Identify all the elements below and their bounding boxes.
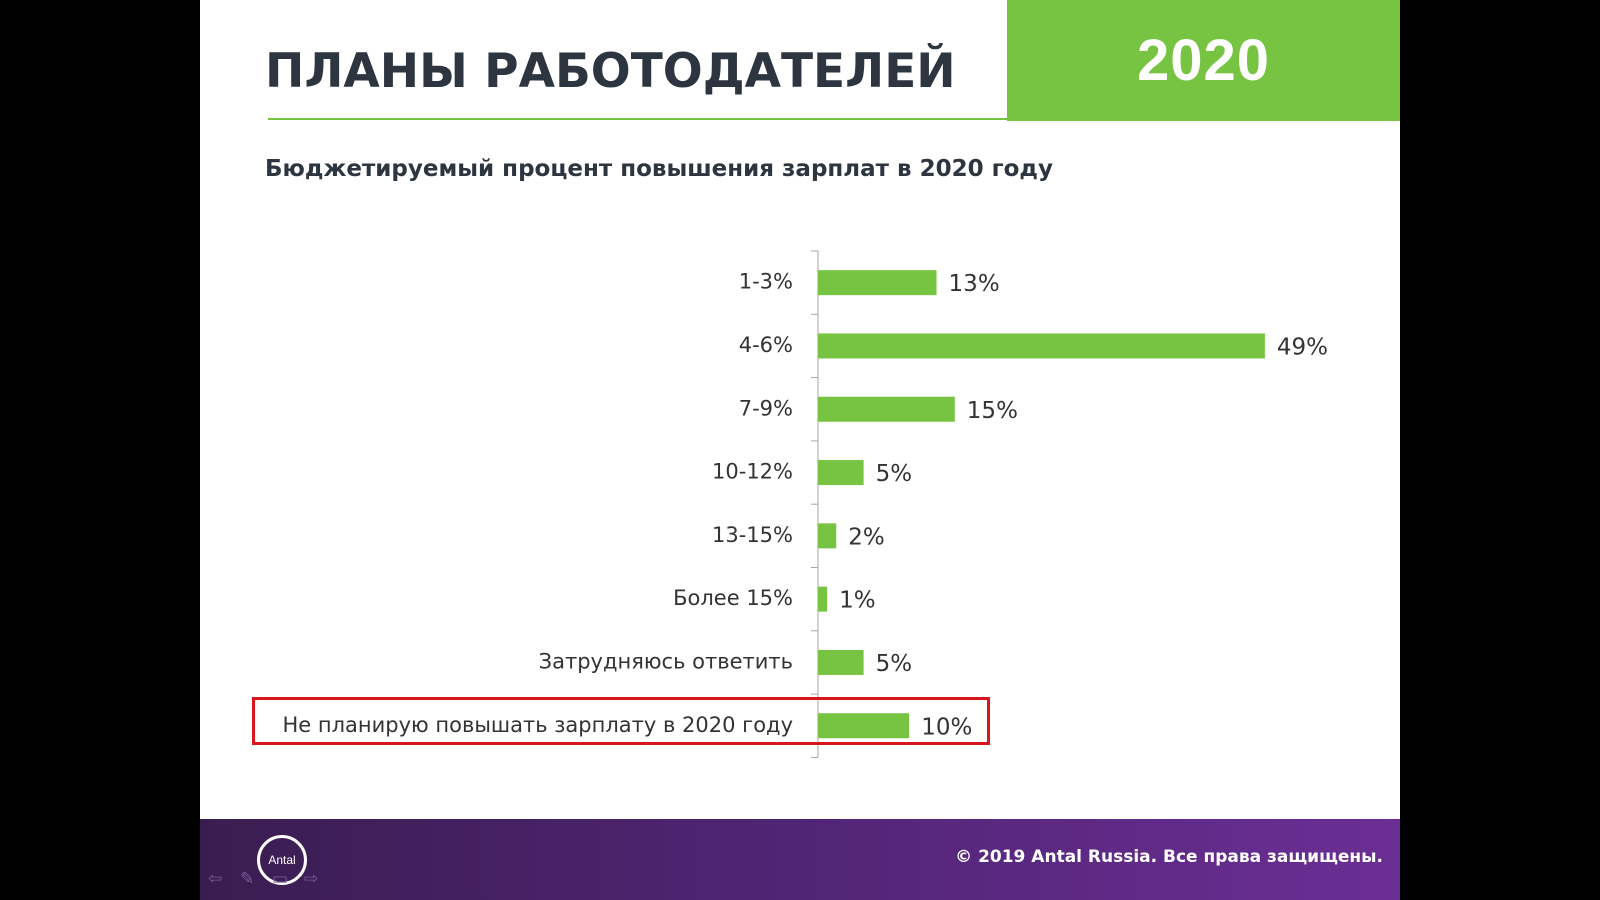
category-label: Более 15% bbox=[673, 586, 793, 610]
category-label: 4-6% bbox=[739, 333, 793, 357]
menu-icon[interactable]: ▭ bbox=[272, 869, 289, 889]
logo-text: Antal bbox=[268, 853, 296, 867]
category-label: 10-12% bbox=[712, 460, 793, 484]
data-label: 15% bbox=[967, 398, 1018, 424]
page-title: ПЛАНЫ РАБОТОДАТЕЛЕЙ bbox=[265, 44, 956, 99]
bar bbox=[818, 586, 828, 612]
bar bbox=[818, 333, 1265, 359]
bar bbox=[818, 270, 937, 296]
category-label: 1-3% bbox=[739, 270, 793, 294]
chart-title: Бюджетируемый процент повышения зарплат … bbox=[265, 156, 1053, 182]
bar bbox=[818, 460, 864, 486]
category-label: Затрудняюсь ответить bbox=[539, 649, 793, 673]
pen-icon[interactable]: ✎ bbox=[240, 869, 255, 889]
bar bbox=[818, 713, 910, 739]
data-label: 10% bbox=[921, 714, 972, 740]
arrow-left-icon[interactable]: ⇦ bbox=[208, 869, 223, 889]
data-label: 13% bbox=[949, 271, 1000, 297]
year-label: 2020 bbox=[1136, 28, 1271, 93]
data-label: 5% bbox=[876, 651, 913, 677]
data-label: 1% bbox=[839, 588, 876, 614]
category-label: 7-9% bbox=[739, 396, 793, 420]
data-label: 5% bbox=[876, 461, 913, 487]
year-badge: 2020 bbox=[1007, 0, 1400, 121]
arrow-right-icon[interactable]: ⇨ bbox=[304, 869, 319, 889]
copyright-text: © 2019 Antal Russia. Все права защищены. bbox=[955, 847, 1383, 867]
bar-chart: 1-3% 13% 4-6% 49% 7-9% 15% 10-12% 5% 13-15% 2% Бол… bbox=[282, 250, 1328, 758]
bar bbox=[818, 396, 955, 422]
slide: 2020 ПЛАНЫ РАБОТОДАТЕЛЕЙ Бюджетируемый п… bbox=[200, 0, 1400, 900]
footer: Antal ⇦ ✎ ▭ ⇨ © 2019 Antal Russia. Все п… bbox=[200, 819, 1400, 900]
antal-logo: Antal bbox=[257, 835, 307, 885]
bar bbox=[818, 523, 837, 549]
data-label: 2% bbox=[848, 524, 885, 550]
data-label: 49% bbox=[1277, 334, 1328, 360]
title-divider bbox=[268, 118, 1008, 120]
highlight-box bbox=[252, 697, 990, 745]
category-label: 13-15% bbox=[712, 523, 793, 547]
bar bbox=[818, 649, 864, 675]
category-label: Не планирую повышать зарплату в 2020 год… bbox=[282, 713, 793, 737]
